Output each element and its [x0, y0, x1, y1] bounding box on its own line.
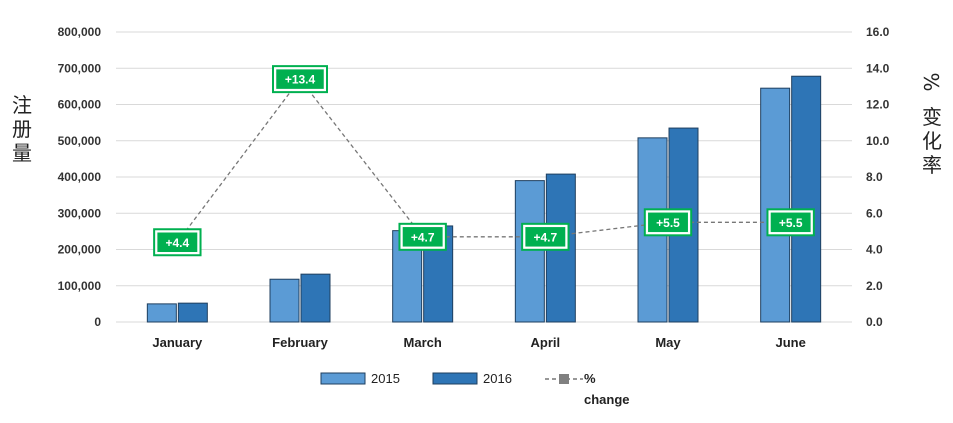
- bar-2016-february: [300, 273, 331, 323]
- legend-marker-percent-change: [559, 374, 569, 384]
- category-labels: January February March April May June: [152, 335, 805, 350]
- y2-tick-label: 10.0: [866, 134, 890, 148]
- percent-label: +5.5: [656, 216, 680, 230]
- y2-tick-label: 6.0: [866, 206, 883, 220]
- legend: 2015 2016 % change: [320, 371, 630, 407]
- y-tick-label: 400,000: [58, 170, 102, 184]
- percent-label: +5.5: [779, 216, 803, 230]
- percent-label-outline: [643, 208, 693, 237]
- y-tick-label: 800,000: [58, 25, 102, 39]
- y2-tick-label: 14.0: [866, 61, 890, 75]
- y-tick-label: 300,000: [58, 206, 102, 220]
- left-axis-ticks: 0 100,000 200,000 300,000 400,000 500,000 600,…: [58, 25, 102, 329]
- percent-label: +13.4: [285, 73, 316, 87]
- bar-2015-february: [269, 278, 300, 323]
- category-label: April: [531, 335, 561, 350]
- percent-label-outline: [272, 65, 328, 94]
- y-tick-label: 100,000: [58, 279, 102, 293]
- category-label: May: [655, 335, 681, 350]
- percent-label: +4.7: [411, 230, 435, 244]
- percent-label-box: [400, 224, 446, 250]
- percent-change-polyline: [176, 78, 791, 243]
- y-tick-label: 0: [94, 315, 101, 329]
- category-label: January: [152, 335, 203, 350]
- percent-label-outline: [398, 222, 447, 251]
- percent-label-box: [768, 210, 814, 235]
- percent-label-box: [645, 210, 691, 235]
- y2-tick-label: 16.0: [866, 25, 890, 39]
- gridlines: [116, 31, 852, 323]
- percent-label-outline: [153, 228, 202, 257]
- y2-tick-label: 12.0: [866, 98, 890, 112]
- percent-label-outline: [766, 208, 815, 237]
- right-axis-label: 变化率: [922, 105, 942, 177]
- percent-label: +4.7: [533, 230, 557, 244]
- bar-2016-january: [177, 302, 208, 323]
- y2-tick-label: 2.0: [866, 279, 883, 293]
- bars: [146, 75, 822, 323]
- percent-change-line: +4.4 +13.4 +4.7 +4.7 +5.5 +5.5: [153, 65, 815, 257]
- category-label: February: [272, 335, 328, 350]
- legend-label-percent: %: [584, 371, 596, 386]
- legend-label-change: change: [584, 392, 630, 407]
- bar-2015-april: [514, 180, 545, 323]
- percent-label-box: [522, 224, 568, 250]
- legend-label-2016: 2016: [483, 371, 512, 386]
- y2-tick-label: 8.0: [866, 170, 883, 184]
- bar-2015-january: [146, 303, 177, 323]
- category-label: June: [775, 335, 805, 350]
- y2-tick-label: 4.0: [866, 243, 883, 257]
- y-tick-label: 600,000: [58, 98, 102, 112]
- legend-label-2015: 2015: [371, 371, 400, 386]
- y-tick-label: 200,000: [58, 243, 102, 257]
- percent-label: +4.4: [165, 236, 189, 250]
- category-label: March: [404, 335, 442, 350]
- percent-label-box: [273, 66, 327, 92]
- legend-swatch-2016: [432, 372, 478, 385]
- y-tick-label: 700,000: [58, 61, 102, 75]
- y-tick-label: 500,000: [58, 134, 102, 148]
- right-axis-label-percent: %: [919, 72, 943, 91]
- left-axis-label: 注册量: [12, 93, 32, 165]
- right-axis-ticks: 0.0 2.0 4.0 6.0 8.0 10.0 12.0 14.0 16.0: [866, 25, 890, 329]
- legend-swatch-2015: [320, 372, 366, 385]
- y2-tick-label: 0.0: [866, 315, 883, 329]
- percent-label-outline: [521, 222, 570, 251]
- percent-label-box: [154, 230, 200, 255]
- bar-2016-june: [791, 75, 822, 323]
- bar-2015-june: [760, 87, 791, 323]
